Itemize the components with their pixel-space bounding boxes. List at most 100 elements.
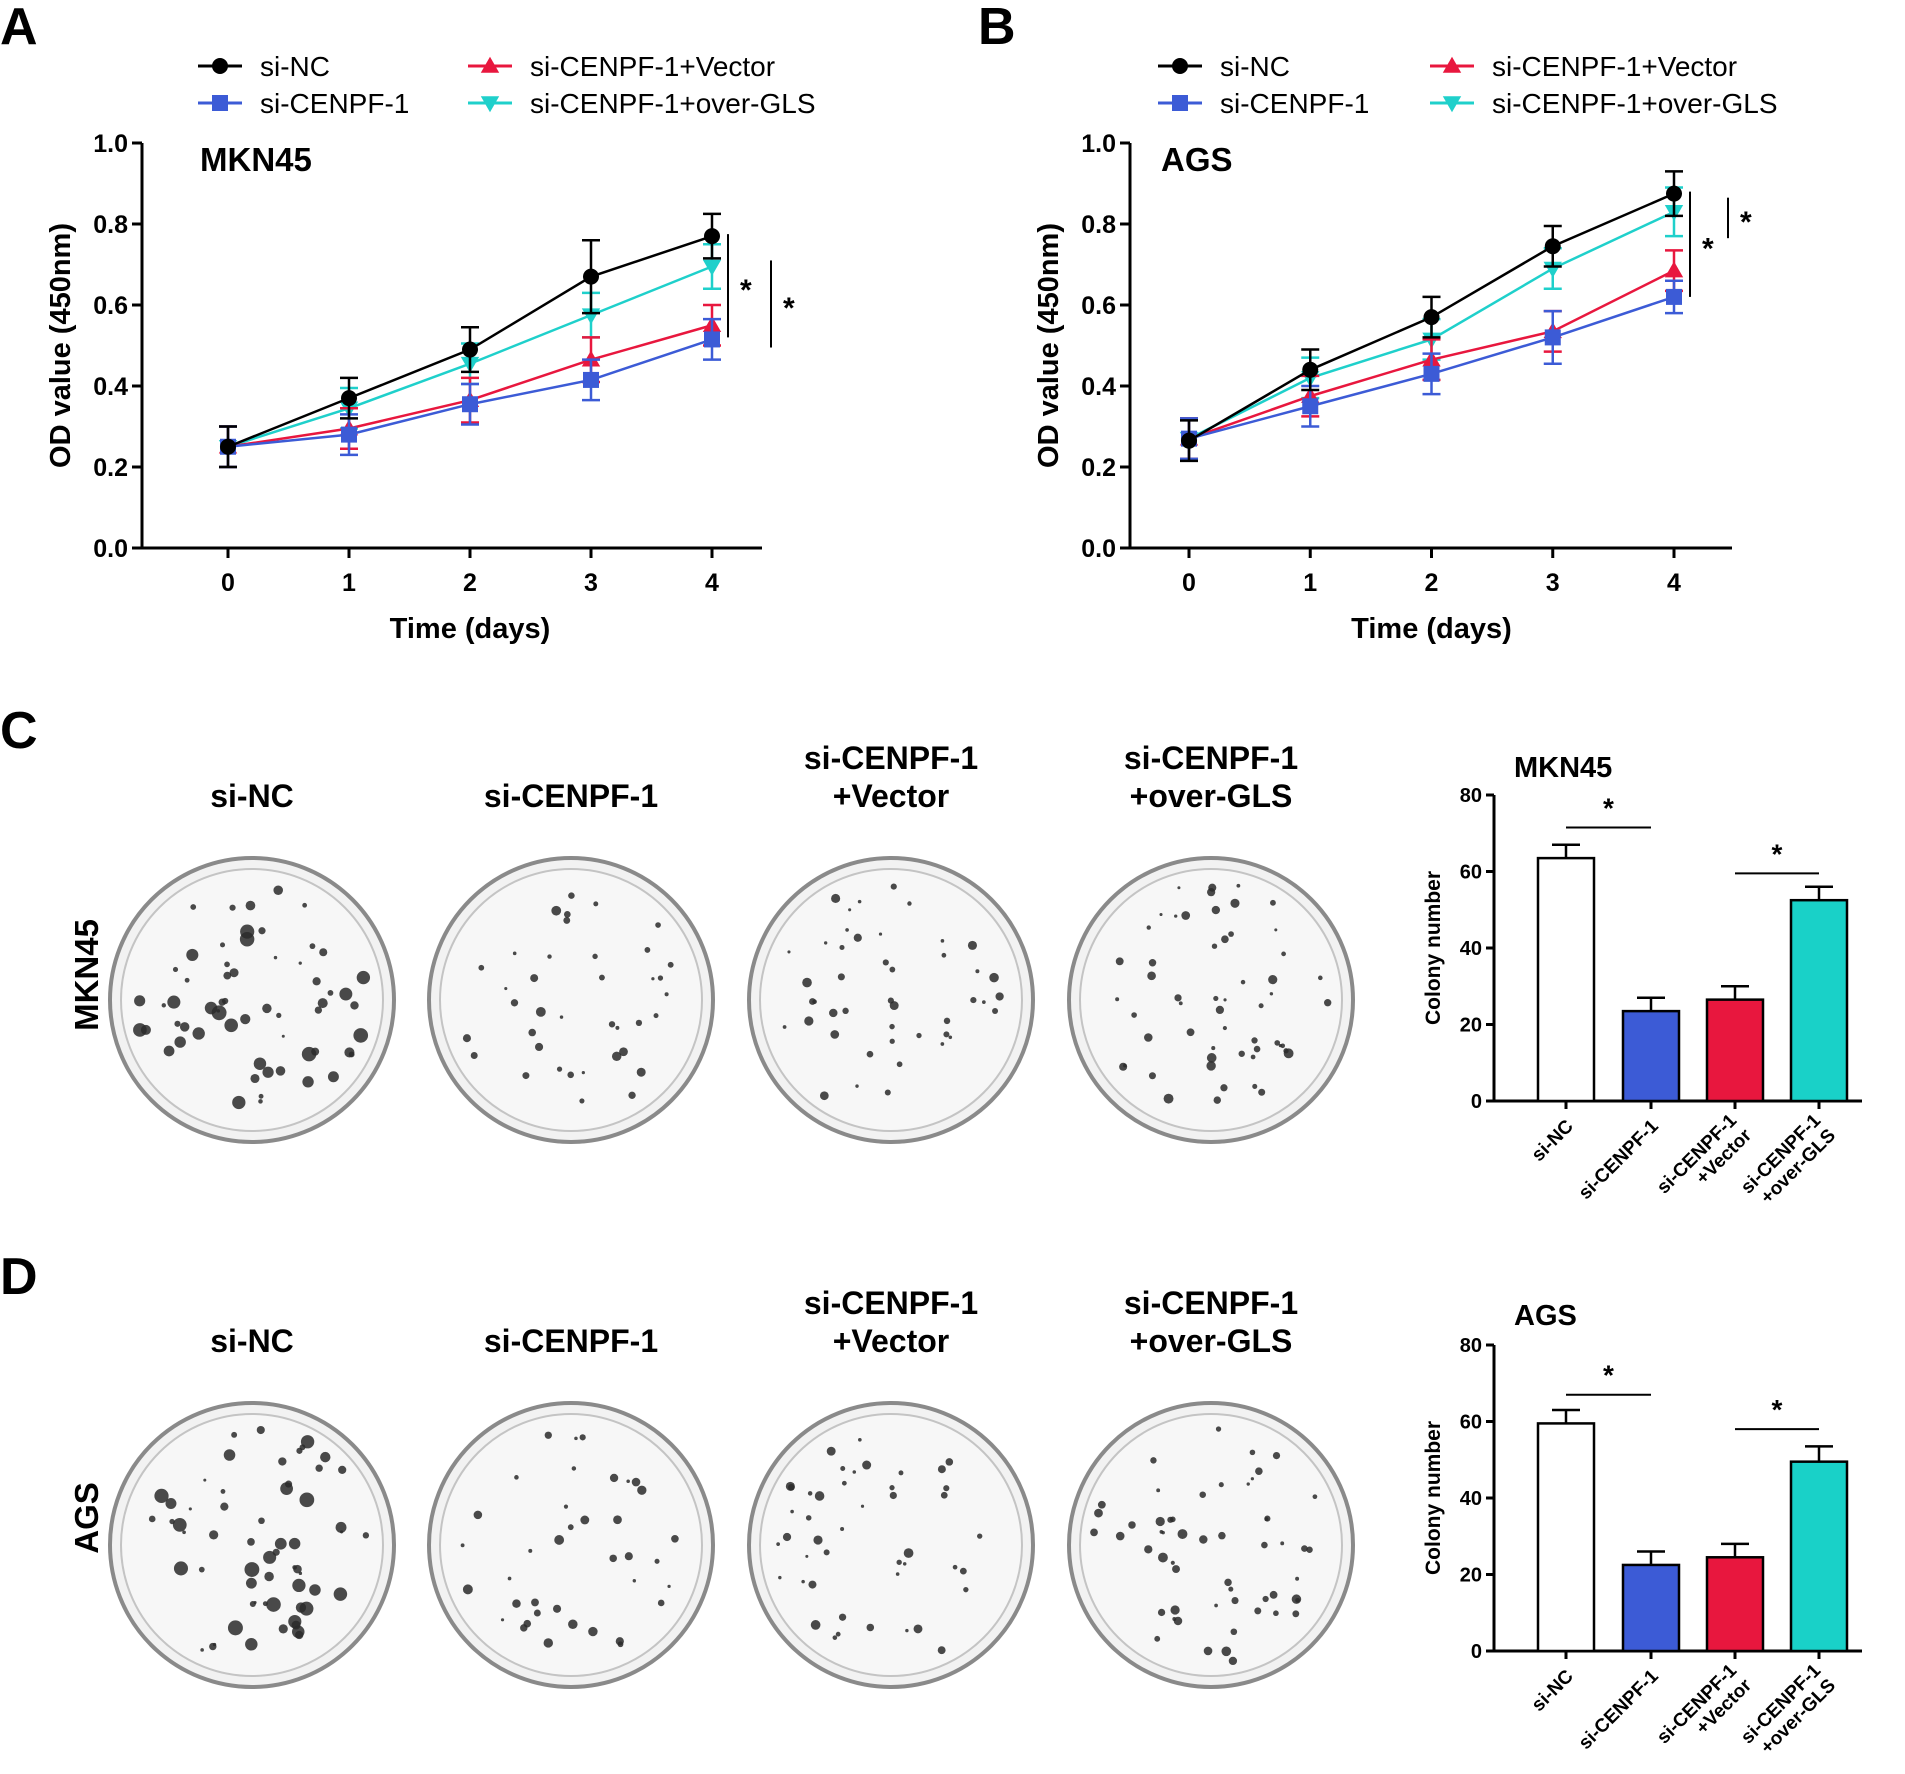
colony [655,922,661,928]
dish-label: si-NC [210,1323,294,1359]
colony [338,1465,347,1474]
colony [776,1542,780,1546]
colony [1163,1093,1174,1104]
colony [785,1481,795,1491]
y-tick-label: 1.0 [93,130,128,158]
colony [805,1515,812,1521]
colony [302,1076,314,1088]
colony [1211,943,1218,949]
colony [258,1517,265,1525]
colony [512,1599,521,1608]
y-tick-label: 40 [1460,1488,1482,1510]
colony [1221,935,1229,944]
legend-label: si-CENPF-1 [260,88,409,119]
colony [1213,995,1219,1002]
colony [220,1502,229,1511]
colony [992,1007,999,1014]
colony [1281,951,1286,957]
colony [1148,1072,1156,1080]
culture-dish-inner [1079,868,1343,1132]
colony [1255,1467,1263,1475]
y-tick-label: 0.8 [93,211,128,239]
colony [169,1518,175,1525]
colony [948,1035,953,1040]
culture-dish-inner [1079,1413,1343,1677]
colony [223,971,232,980]
bar-0 [1536,1422,1596,1653]
colony [1208,883,1217,892]
significance-star: * [1702,232,1714,265]
colony [188,1507,192,1511]
colony [253,1057,267,1070]
colony [970,996,977,1004]
y-tick-label: 0.0 [1081,535,1116,563]
colony [209,1530,219,1540]
colony [808,1580,817,1589]
colony [470,1052,478,1060]
legend-marker [1442,96,1462,113]
colony [510,999,519,1007]
x-tick-label: 2 [1425,569,1439,597]
y-tick-label: 0.4 [93,373,128,401]
colony [256,1425,265,1435]
colony [857,899,862,904]
colony [1178,1001,1183,1006]
colony [319,948,328,957]
colony [1211,905,1221,915]
dish-label: si-CENPF-1 [484,1323,658,1359]
colony [312,977,321,986]
colony [315,1464,323,1472]
y-tick-label: 0.2 [1081,454,1116,482]
legend-marker [1442,56,1462,73]
colony [220,1488,226,1494]
colony [835,1631,841,1637]
data-point [220,438,236,455]
y-tick-label: 0 [1471,1091,1482,1113]
data-point [1302,398,1319,415]
significance-star: * [1603,793,1614,824]
colony [249,1600,256,1608]
panel-letter-b: B [978,0,1016,56]
colony [937,1465,946,1474]
colony [567,1071,574,1079]
x-tick-label: 1 [1303,569,1317,597]
colony [841,1480,847,1486]
colony [280,1482,293,1496]
colony [1292,1610,1300,1618]
colony [860,1504,865,1508]
legend-label: si-CENPF-1+Vector [1492,51,1737,82]
data-point [341,390,357,407]
colony [664,992,669,997]
colony [533,1609,541,1617]
colony [309,943,316,950]
colony [273,885,283,895]
colony [1269,992,1274,996]
colony [1273,1610,1279,1617]
colony [636,1067,646,1077]
colony [1306,1546,1313,1553]
colony [1249,1449,1256,1456]
colony [853,933,862,942]
dish-label: +Vector [833,1323,950,1359]
colony [1231,1597,1239,1605]
colony [611,1051,622,1062]
colony [1324,999,1332,1007]
colony [264,1571,274,1582]
colony [1146,925,1151,930]
colony [317,998,328,1009]
colony [667,961,674,968]
colony [302,902,308,908]
colony [615,1025,620,1030]
colony [1148,959,1157,967]
colony [552,1604,562,1613]
dish-label: si-CENPF-1 [1124,740,1298,776]
colony [563,911,571,918]
colony [782,1025,787,1029]
colony [288,1537,301,1550]
culture-dish-inner [120,868,384,1132]
colony [568,892,575,899]
colony [547,954,552,959]
colony [943,1017,951,1025]
data-point [1544,238,1561,255]
